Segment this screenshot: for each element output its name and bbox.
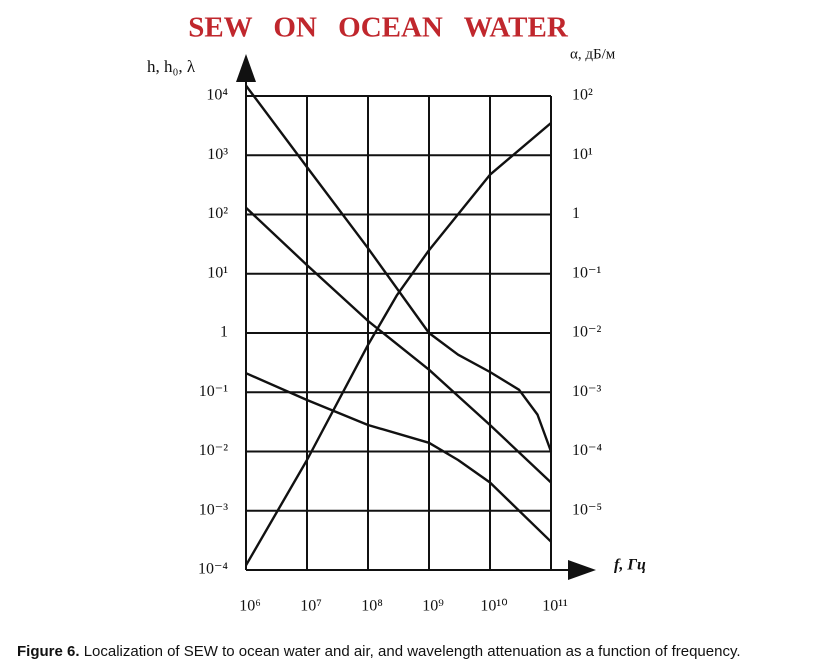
y-tick-label: 10² [207, 205, 228, 222]
y2-tick-label: 10⁻⁵ [572, 501, 602, 518]
y-tick-label: 10⁻⁴ [198, 561, 228, 578]
y2-tick-label: 1 [572, 205, 580, 222]
y-axis-label: h, h₀, λ [147, 57, 196, 76]
caption-label: Figure 6. [17, 643, 80, 660]
y2-tick-label: 10⁻² [572, 324, 601, 341]
x-tick-label: 10⁹ [422, 598, 444, 615]
y2-tick-label: 10⁻³ [572, 383, 601, 400]
chart: SEW ON OCEAN WATER h, h₀, λ α, дБ/м f, Г… [147, 12, 646, 615]
x-tick-label: 10⁸ [361, 598, 383, 615]
y-tick-label: 10¹ [207, 264, 228, 281]
x-tick-label: 10¹⁰ [480, 598, 507, 615]
y-tick-label: 10⁻¹ [199, 383, 228, 400]
y-tick-label: 10⁴ [206, 87, 228, 104]
chart-title: SEW ON OCEAN WATER [188, 12, 569, 44]
y-tick-label: 10⁻² [199, 442, 228, 459]
data-line [244, 122, 552, 566]
data-line [245, 84, 553, 452]
x-tick-label: 10⁶ [239, 598, 261, 615]
y2-tick-label: 10¹ [572, 146, 593, 163]
data-line [245, 206, 552, 484]
y2-axis-label: α, дБ/м [570, 46, 616, 62]
y-tick-label: 10⁻³ [199, 501, 228, 518]
caption-text: Localization of SEW to ocean water and a… [83, 643, 741, 660]
data-line [245, 372, 552, 543]
caption: Figure 6. Localization of SEW to ocean w… [17, 643, 741, 660]
x-tick-label: 10¹¹ [542, 598, 568, 615]
x-tick-label: 10⁷ [300, 598, 322, 615]
y2-tick-label: 10⁻⁴ [572, 442, 602, 459]
y-tick-label: 10³ [207, 146, 228, 163]
x-axis-label: f, Гц [614, 557, 646, 574]
y-tick-label: 1 [220, 324, 228, 341]
y2-tick-label: 10⁻¹ [572, 264, 601, 281]
y2-tick-label: 10² [572, 87, 593, 104]
